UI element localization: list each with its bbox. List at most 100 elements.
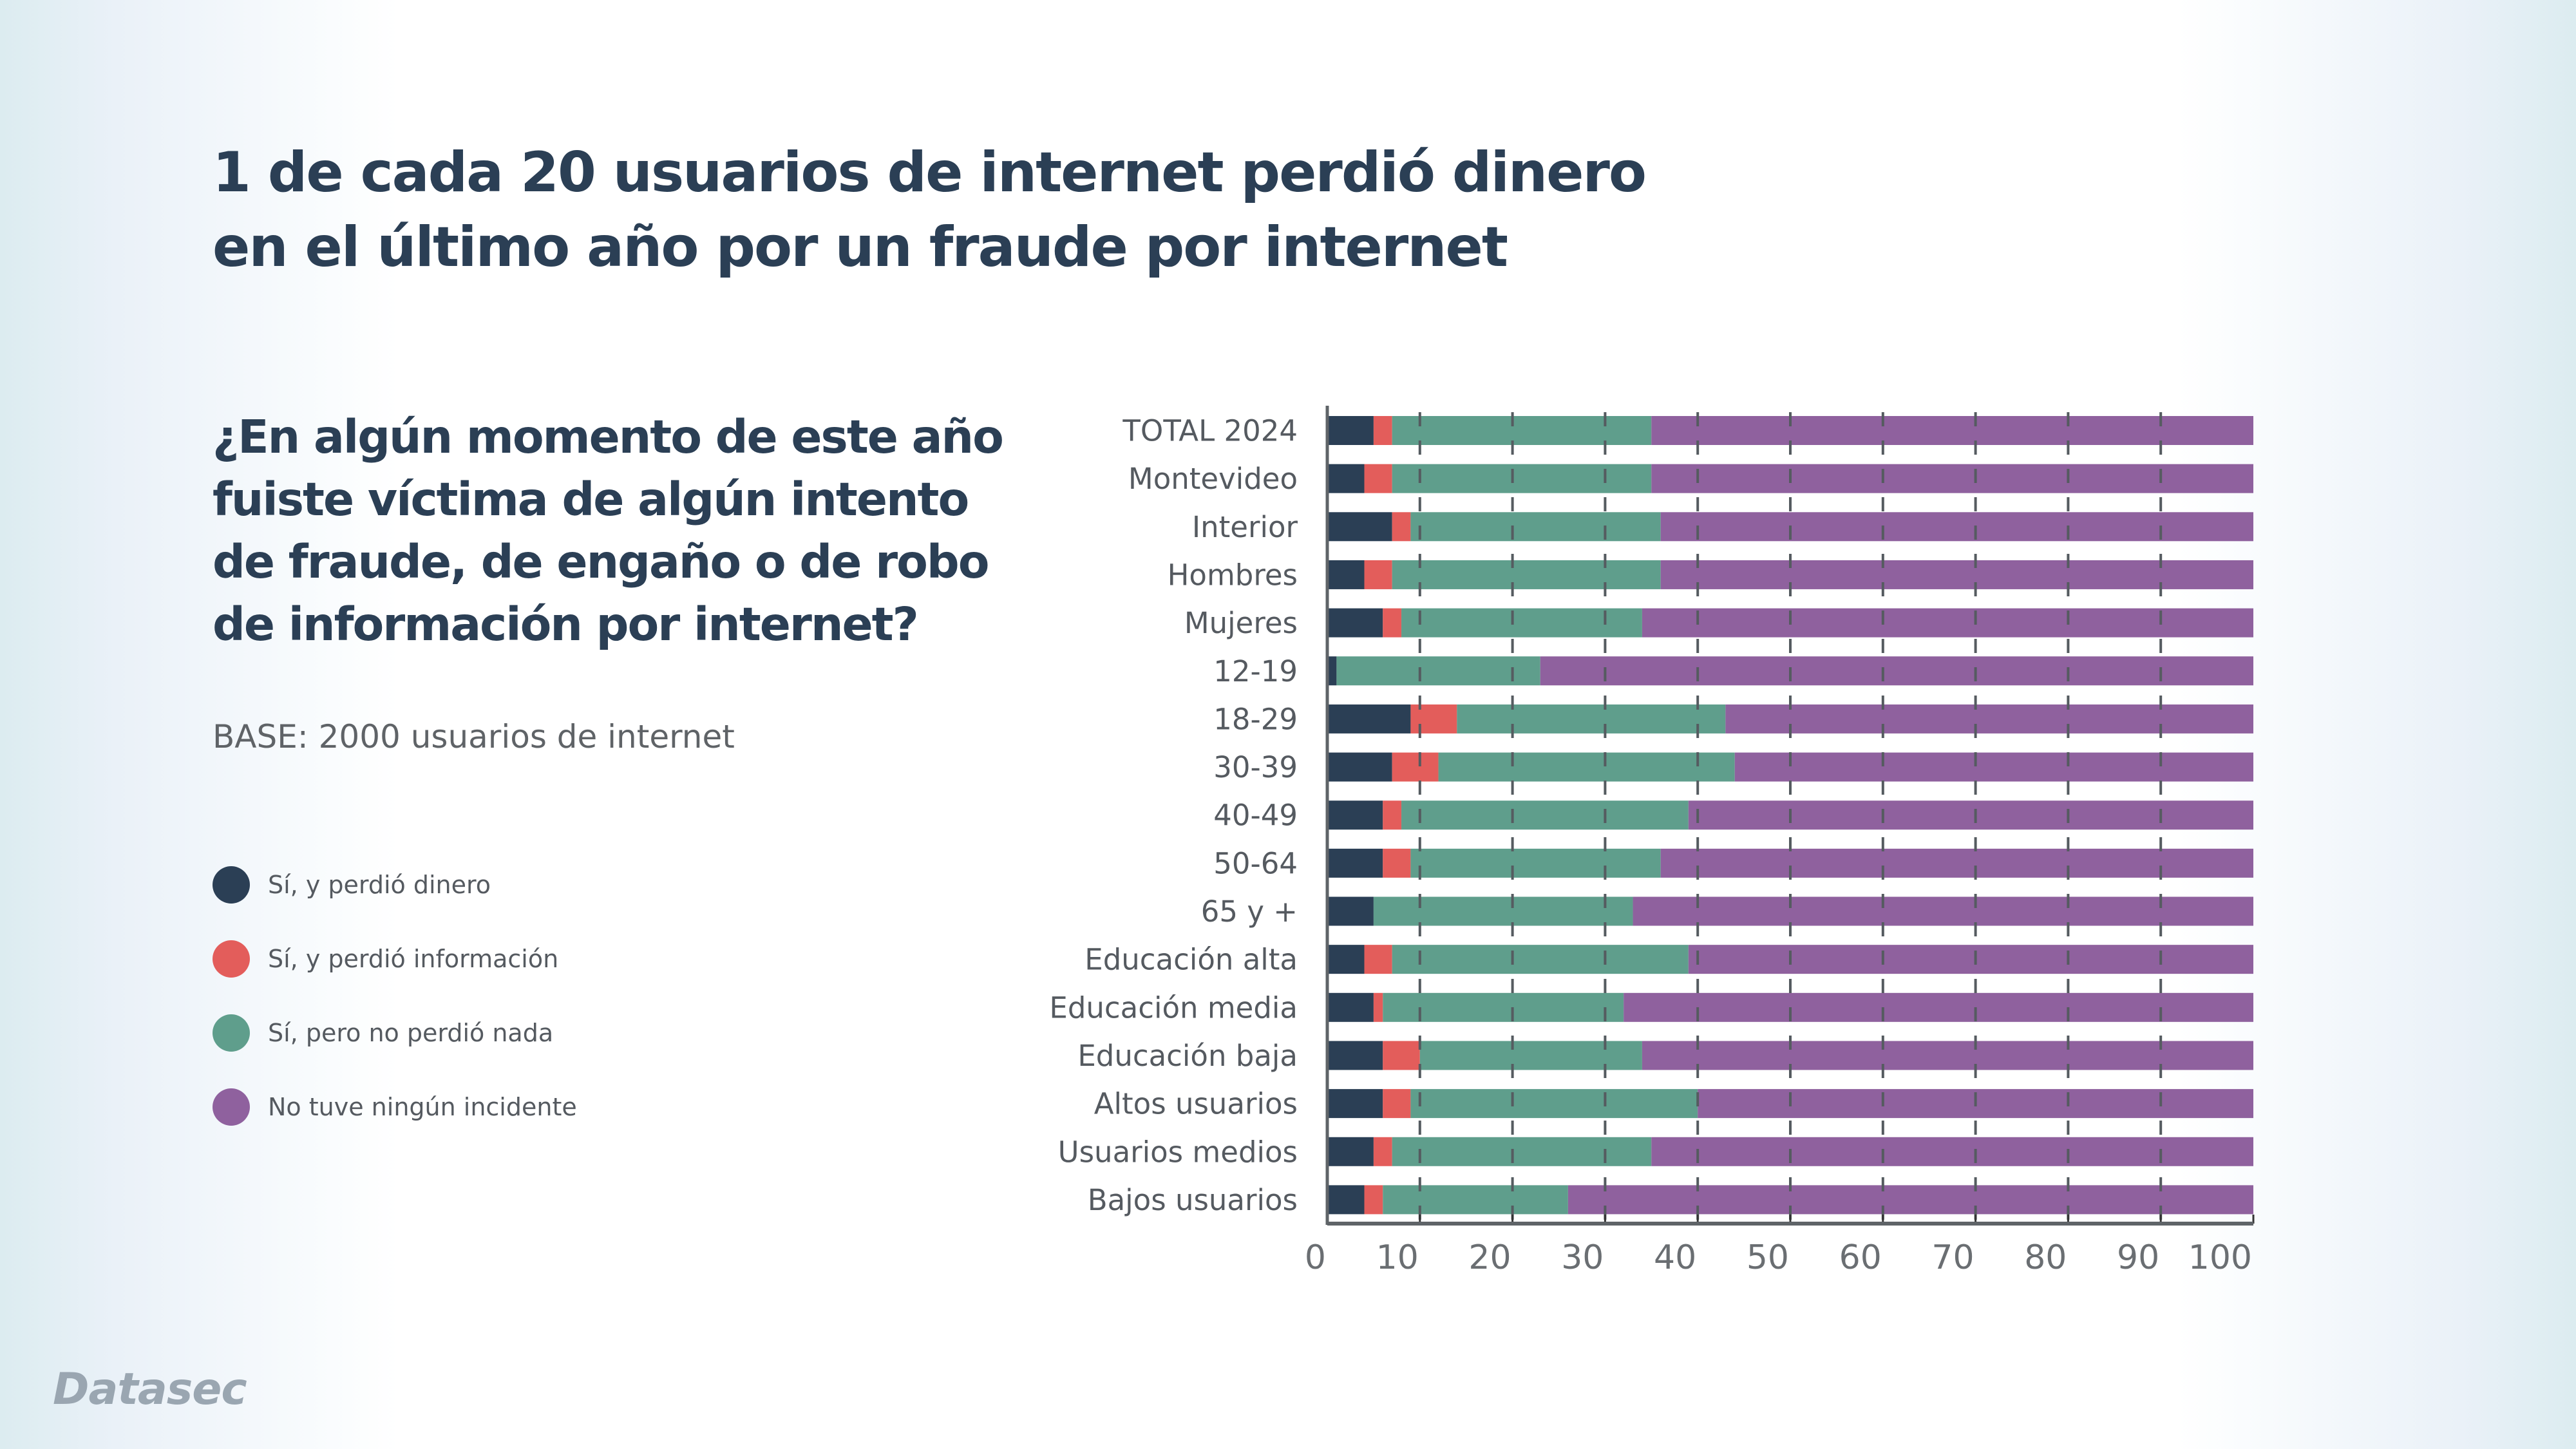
bar-segment — [1633, 896, 2253, 926]
bar-segment — [1327, 464, 1365, 493]
bar-segment — [1392, 752, 1439, 782]
bar-segment — [1383, 800, 1402, 830]
category-label: 12-19 — [1213, 654, 1298, 688]
bar-segment — [1373, 896, 1633, 926]
bar-segment — [1624, 992, 2253, 1022]
tick-label: 60 — [1839, 1238, 1882, 1277]
category-label: 18-29 — [1213, 702, 1298, 736]
bar-segment — [1327, 560, 1365, 589]
bar-segment — [1364, 464, 1392, 493]
legend-dot-icon — [213, 1088, 250, 1126]
legend-dot-icon — [213, 940, 250, 978]
bar-segment — [1327, 1041, 1383, 1070]
bar-segment — [1392, 512, 1411, 542]
bar-segment — [1327, 416, 1374, 445]
bar-segment — [1327, 1185, 1365, 1215]
bar-segment — [1688, 945, 2253, 974]
category-label: 30-39 — [1213, 750, 1298, 784]
bar-segment — [1457, 704, 1726, 734]
bar-segment — [1660, 848, 2253, 878]
bar-segment — [1567, 1185, 2253, 1215]
bar-segment — [1364, 945, 1392, 974]
bar-segment — [1392, 945, 1689, 974]
bar-segment — [1651, 464, 2253, 493]
bar-segment — [1392, 464, 1652, 493]
bar-segment — [1327, 608, 1383, 638]
base-note: BASE: 2000 usuarios de internet — [213, 718, 735, 755]
tick-label: 40 — [1654, 1238, 1696, 1277]
title-line: en el último año por un fraude por inter… — [213, 215, 1508, 279]
gridlines-layer — [1418, 412, 2163, 1224]
bar-segment — [1327, 752, 1392, 782]
bar-segment — [1327, 945, 1365, 974]
bar-segment — [1327, 512, 1392, 542]
bar-segment — [1383, 1185, 1568, 1215]
legend-item: Sí, pero no perdió nada — [213, 1014, 577, 1088]
legend-label: No tuve ningún incidente — [268, 1093, 577, 1121]
bar-segment — [1327, 1137, 1374, 1166]
tick-label: 50 — [1747, 1238, 1789, 1277]
bar-segment — [1383, 992, 1624, 1022]
bar-segment — [1410, 512, 1661, 542]
category-label: 50-64 — [1213, 846, 1298, 880]
legend-item: Sí, y perdió información — [213, 940, 577, 1014]
bar-segment — [1336, 656, 1540, 686]
legend-label: Sí, y perdió información — [268, 945, 559, 973]
category-labels: TOTAL 2024 Montevideo Interior Hombres Mujer… — [1049, 414, 1298, 1217]
tick-label: 90 — [2117, 1238, 2159, 1277]
bar-segment — [1410, 848, 1661, 878]
bar-segment — [1651, 416, 2253, 445]
bar-segment — [1383, 1089, 1411, 1119]
category-label: Educación baja — [1077, 1039, 1298, 1073]
question-line: ¿En algún momento de este año — [213, 410, 1004, 464]
question-line: fuiste víctima de algún intento — [213, 473, 969, 526]
bar-segment — [1651, 1137, 2253, 1166]
tick-label: 80 — [2024, 1238, 2067, 1277]
tick-label: 20 — [1468, 1238, 1511, 1277]
bar-segment — [1401, 800, 1689, 830]
tick-label: 0 — [1305, 1238, 1326, 1277]
bar-segment — [1383, 1041, 1420, 1070]
bar-segment — [1327, 992, 1374, 1022]
legend-dot-icon — [213, 866, 250, 904]
category-label: 65 y + — [1201, 895, 1298, 929]
legend-item: Sí, y perdió dinero — [213, 866, 577, 940]
axes-layer — [1325, 406, 2255, 1226]
survey-question: ¿En algún momento de este año fuiste víc… — [213, 406, 1050, 656]
title-line: 1 de cada 20 usuarios de internet perdió… — [213, 140, 1647, 205]
bar-segment — [1734, 752, 2253, 782]
bar-segment — [1364, 1185, 1383, 1215]
bar-segment — [1660, 512, 2253, 542]
bar-segment — [1410, 1089, 1698, 1119]
bar-segment — [1725, 704, 2253, 734]
bar-segment — [1392, 416, 1652, 445]
bar-segment — [1327, 704, 1411, 734]
tick-label: 30 — [1561, 1238, 1604, 1277]
category-label: Hombres — [1168, 558, 1298, 592]
bar-segment — [1327, 800, 1383, 830]
page-title: 1 de cada 20 usuarios de internet perdió… — [213, 135, 1758, 285]
tick-labels: 0 10 20 30 40 50 60 70 80 90 100 — [1305, 1238, 2252, 1277]
bar-segment — [1327, 848, 1383, 878]
bar-segment — [1642, 1041, 2253, 1070]
legend-label: Sí, y perdió dinero — [268, 871, 491, 899]
bar-segment — [1327, 896, 1374, 926]
bar-segment — [1383, 848, 1411, 878]
category-label: Altos usuarios — [1094, 1087, 1298, 1121]
tick-label: 10 — [1376, 1238, 1419, 1277]
legend-label: Sí, pero no perdió nada — [268, 1019, 554, 1047]
bar-segment — [1373, 1137, 1392, 1166]
question-line: de fraude, de engaño o de robo — [213, 535, 989, 589]
bar-segment — [1373, 416, 1392, 445]
bar-segment — [1392, 560, 1661, 589]
datasec-logo: Datasec — [53, 1364, 247, 1415]
legend-dot-icon — [213, 1014, 250, 1052]
category-label: Educación media — [1049, 990, 1298, 1025]
category-label: 40-49 — [1213, 799, 1298, 833]
tick-label: 70 — [1931, 1238, 1974, 1277]
bar-segment — [1660, 560, 2253, 589]
bar-segment — [1540, 656, 2253, 686]
bar-segment — [1401, 608, 1642, 638]
bar-segment — [1419, 1041, 1642, 1070]
